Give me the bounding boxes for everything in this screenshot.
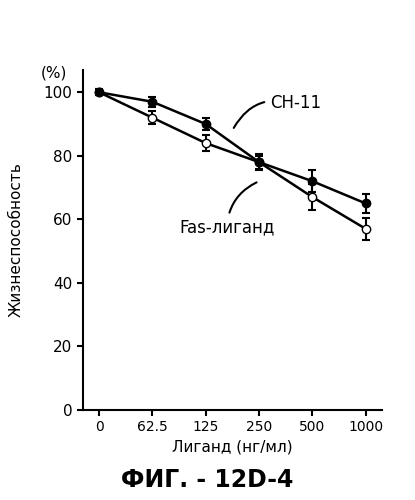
Text: ФИГ. - 12D-4: ФИГ. - 12D-4 (121, 468, 294, 492)
X-axis label: Лиганд (нг/мл): Лиганд (нг/мл) (172, 440, 293, 455)
Text: Fas-лиганд: Fas-лиганд (179, 182, 274, 236)
Text: CH-11: CH-11 (234, 94, 321, 128)
Text: Жизнеспособность: Жизнеспособность (9, 162, 24, 318)
Text: (%): (%) (41, 65, 67, 80)
